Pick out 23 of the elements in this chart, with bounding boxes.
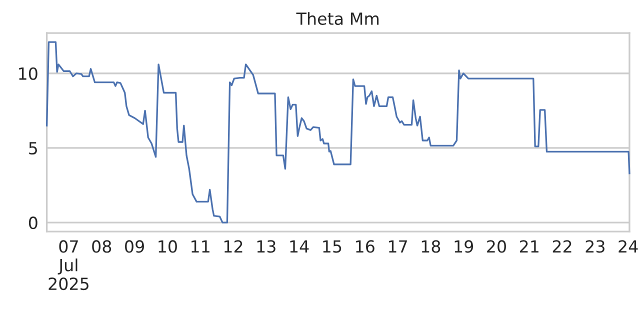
line-series [46, 41, 630, 224]
x-tick-label: 21 [520, 240, 538, 253]
x-tick-label: 15 [323, 240, 342, 253]
y-tick-label: 0 [28, 216, 38, 230]
x-tick-label: 09 [125, 240, 144, 253]
x-tick-label: 16 [356, 240, 374, 253]
x-tick-label: 12 [224, 240, 242, 253]
x-tick-label: 11 [192, 240, 210, 253]
x-tick-label: 07 Jul 2025 [48, 240, 88, 290]
y-tick-label: 10 [19, 67, 38, 80]
x-tick-label: 19 [454, 240, 474, 253]
x-tick-label: 22 [552, 240, 572, 253]
x-tick-label: 20 [487, 240, 506, 253]
chart-title: Theta Mm [296, 12, 379, 25]
x-tick-label: 17 [388, 240, 407, 253]
x-tick-label: 24 [618, 240, 638, 253]
x-tick-label: 18 [422, 240, 440, 253]
y-tick-label: 5 [29, 142, 38, 155]
x-tick-label: 13 [257, 240, 276, 253]
x-tick-label: 08 [92, 240, 112, 253]
x-tick-label: 14 [290, 240, 309, 253]
x-tick-label: 10 [158, 240, 177, 253]
x-tick-label: 23 [586, 240, 604, 253]
